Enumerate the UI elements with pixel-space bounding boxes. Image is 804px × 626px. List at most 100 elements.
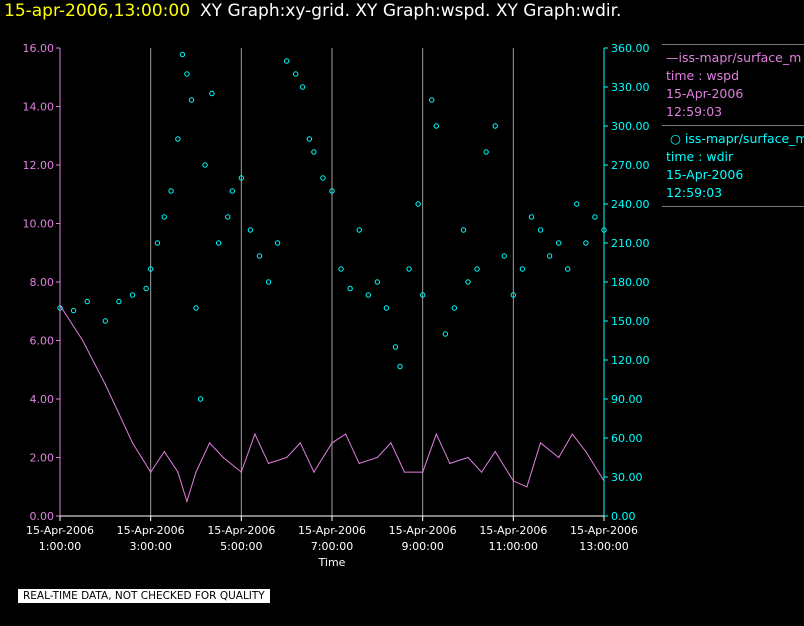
series-wspd-point-11 <box>209 442 211 444</box>
series-wspd-point-30 <box>494 451 496 453</box>
quality-disclaimer: REAL-TIME DATA, NOT CHECKED FOR QUALITY <box>18 589 270 603</box>
right-tick-label-12: 360.00 <box>611 42 650 55</box>
series-wdir-point-64 <box>592 214 598 220</box>
series-wspd-point-9 <box>186 500 188 502</box>
series-wspd-point-24 <box>403 471 406 473</box>
series-wspd-point-33 <box>539 442 542 444</box>
x-tick-time-3: 7:00:00 <box>311 540 353 553</box>
series-wspd-point-2 <box>104 383 106 385</box>
series-wdir-point-14 <box>188 97 195 103</box>
left-tick-label-2: 4.00 <box>30 393 55 406</box>
series-wspd-point-27 <box>449 462 451 464</box>
series-wdir-point-38 <box>374 279 381 285</box>
series-wspd-point-17 <box>299 442 301 444</box>
series-wdir-point-36 <box>356 227 362 233</box>
series-wdir-point-50 <box>465 279 471 285</box>
x-tick-time-5: 11:00:00 <box>489 540 538 553</box>
series-wdir-point-26 <box>274 240 281 246</box>
series-wspd-point-10 <box>195 471 197 473</box>
series-wdir-point-41 <box>397 363 403 370</box>
right-tick-label-6: 180.00 <box>611 276 650 289</box>
series-wspd-point-29 <box>481 471 483 473</box>
series-wspd-point-3 <box>118 413 120 415</box>
x-tick-time-1: 3:00:00 <box>129 540 171 553</box>
x-tick-time-4: 9:00:00 <box>401 540 443 553</box>
left-tick-label-1: 2.00 <box>30 452 55 465</box>
series-wdir-point-42 <box>406 266 412 272</box>
right-tick-label-3: 90.00 <box>611 393 643 406</box>
series-wspd-point-8 <box>177 471 179 473</box>
grid-layer <box>150 48 605 516</box>
series-wdir-point-31 <box>311 149 317 155</box>
series-wdir-point-9 <box>161 214 167 220</box>
series-wspd-point-34 <box>558 456 560 459</box>
series-wdir-point-22 <box>238 175 245 181</box>
x-axis-label: Time <box>318 556 346 569</box>
right-tick-label-4: 120.00 <box>611 354 650 367</box>
left-tick-label-8: 16.00 <box>23 42 55 55</box>
series-wspd-point-15 <box>267 462 270 464</box>
legend-wdir-date: 15-Apr-2006 <box>666 167 744 182</box>
series-wdir-point-33 <box>329 188 335 194</box>
series-wdir-point-30 <box>306 136 313 142</box>
x-tick-date-3: 15-Apr-2006 <box>298 524 366 537</box>
series-wdir-point-53 <box>492 123 498 129</box>
legend-wspd-var: time : wspd <box>666 68 740 83</box>
legend-wspd-source: —iss-mapr/surface_m <box>666 50 802 65</box>
series-wdir-point-54 <box>501 253 507 259</box>
left-tick-label-0: 0.00 <box>30 510 55 523</box>
series-wdir-point-24 <box>256 253 263 259</box>
series-wdir-point-62 <box>574 201 580 207</box>
series-wspd-point-14 <box>254 433 256 435</box>
right-tick-label-8: 240.00 <box>611 198 650 211</box>
series-wspd-point-35 <box>571 433 573 435</box>
series-wdir-point-16 <box>197 396 204 402</box>
series-wdir-point-29 <box>299 84 306 90</box>
series-wdir-point-17 <box>202 162 208 168</box>
left-tick-label-7: 14.00 <box>23 101 55 114</box>
right-tick-label-1: 30.00 <box>611 471 643 484</box>
series-wdir-point-35 <box>347 285 353 292</box>
series-wspd-point-7 <box>163 451 165 453</box>
series-wspd-point-12 <box>222 456 224 459</box>
series-wdir-point-40 <box>392 344 399 350</box>
right-tick-label-5: 150.00 <box>611 315 650 328</box>
legend-wdir-time: 12:59:03 <box>666 185 723 200</box>
x-tick-date-6: 15-Apr-2006 <box>570 524 638 537</box>
series-wspd-point-32 <box>526 486 528 488</box>
x-tick-time-0: 1:00:00 <box>39 540 81 553</box>
series-wdir-point-58 <box>537 227 544 233</box>
series-wspd-line <box>59 305 605 504</box>
series-wdir-point-32 <box>320 175 326 181</box>
series-wdir-point-44 <box>419 292 426 298</box>
left-tick-label-5: 10.00 <box>23 218 55 231</box>
series-wdir-point-2 <box>84 298 90 305</box>
title-timestamp: 15-apr-2006,13:00:00 <box>4 1 191 21</box>
series-wdir-point-28 <box>293 71 299 77</box>
legend: —iss-mapr/surface_m time : wspd 15-Apr-2… <box>662 44 804 207</box>
series-wdir-point-48 <box>451 305 458 311</box>
series-wdir-point-12 <box>179 51 186 58</box>
series-wdir-point-27 <box>283 58 290 64</box>
series-wspd-point-22 <box>376 456 378 459</box>
series-wdir-point-4 <box>116 298 122 305</box>
series-wdir-point-55 <box>510 292 517 298</box>
series-wdir-point-5 <box>129 292 136 298</box>
series-wdir-point-46 <box>433 123 439 129</box>
series-wdir-point-7 <box>147 266 154 272</box>
series-wdir-point-25 <box>265 279 272 285</box>
series-wspd-point-16 <box>286 456 288 459</box>
series-wdir-point-60 <box>555 240 562 246</box>
right-tick-label-7: 210.00 <box>611 237 650 250</box>
series-wspd-point-6 <box>150 471 152 473</box>
series-wdir-point-18 <box>209 90 215 97</box>
left-tick-label-3: 6.00 <box>30 335 55 348</box>
series-wdir-point-23 <box>247 227 254 233</box>
series-wdir-point-37 <box>365 292 371 298</box>
series-wdir-point-51 <box>474 266 480 272</box>
x-tick-date-0: 15-Apr-2006 <box>26 524 94 537</box>
series-wdir-point-56 <box>519 266 526 272</box>
right-tick-label-10: 300.00 <box>611 120 650 133</box>
series-wdir-point-43 <box>415 201 421 207</box>
series-wspd-point-21 <box>358 462 360 464</box>
